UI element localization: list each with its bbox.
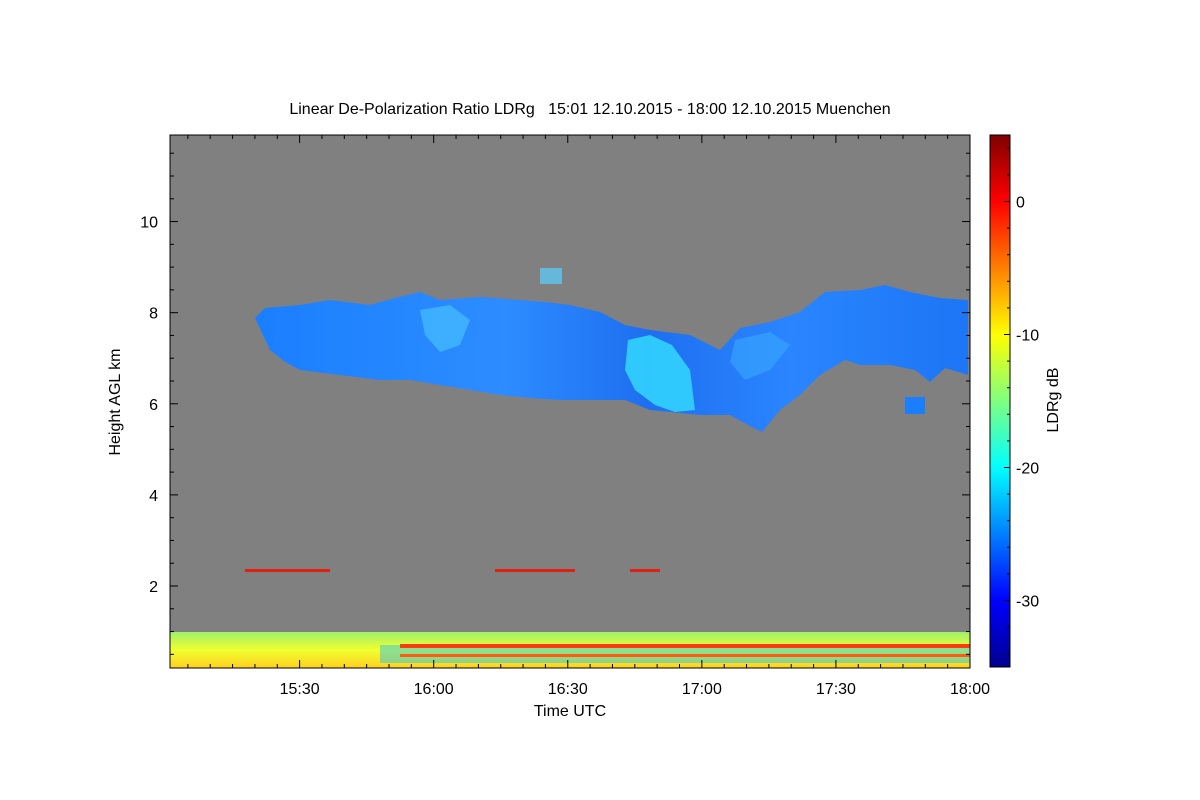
colorbar-label: LDRg dB [1045,368,1062,433]
y-axis: 2 4 6 8 10 [140,152,970,655]
x-axis-label: Time UTC [534,703,606,720]
cloud-fragment-2 [540,268,562,284]
x-tick-label: 18:00 [950,681,990,698]
x-tick-label: 17:00 [682,681,722,698]
cloud-fragment [905,397,925,414]
overlap-artifact-line-2 [400,654,970,657]
cirrus-bright-band [625,335,695,412]
overlap-artifact-line [400,644,970,648]
plot-background [170,135,970,668]
colorbar-axis: 0 -10 -20 -30 [1004,147,1039,655]
y-tick-label: 6 [149,397,158,414]
noise-streaks [245,569,330,572]
x-axis: 15:30 16:00 16:30 17:00 17:30 18:00 [187,135,990,698]
x-tick-label: 17:30 [816,681,856,698]
chart-title: Linear De-Polarization Ratio LDRg 15:01 … [289,101,890,118]
cirrus-bright-patch-2 [730,332,790,380]
colorbar [989,134,1011,668]
x-tick-label: 15:30 [280,681,320,698]
y-tick-label: 2 [149,579,158,596]
colorbar-tick-label: -20 [1016,461,1039,478]
colorbar-tick-label: -30 [1016,594,1039,611]
x-tick-label: 16:00 [414,681,454,698]
colorbar-tick-label: 0 [1016,195,1025,212]
plot-frame [169,134,971,669]
y-tick-label: 8 [149,306,158,323]
noise-streaks-3 [630,569,660,572]
cirrus-bright-patch [420,305,470,352]
y-tick-label: 10 [140,215,158,232]
colorbar-tick-label: -10 [1016,328,1039,345]
y-axis-label: Height AGL km [107,348,124,455]
noise-streaks-2 [495,569,575,572]
y-tick-label: 4 [149,488,158,505]
x-tick-label: 16:30 [548,681,588,698]
